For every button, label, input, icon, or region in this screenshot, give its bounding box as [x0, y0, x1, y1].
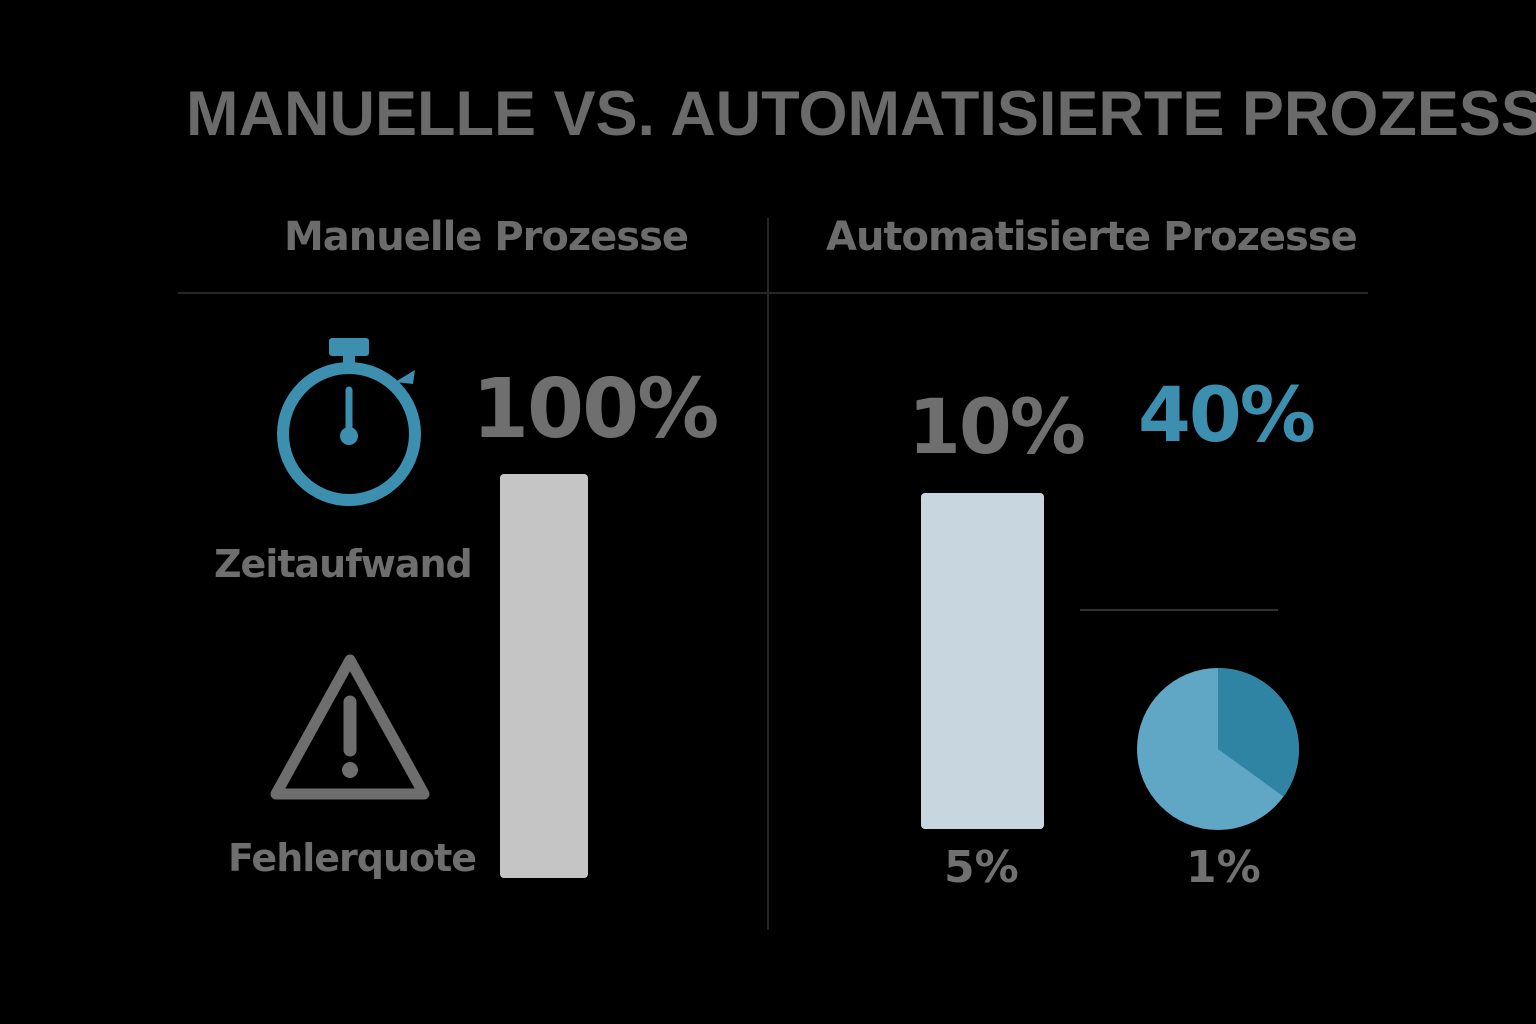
automated-pie-bottom-value: 1% [1186, 842, 1261, 893]
time-effort-label: Zeitaufwand [214, 542, 473, 586]
automated-pie-top-value: 40% [1138, 370, 1316, 459]
automated-pie [1137, 668, 1299, 830]
manual-bar [500, 474, 588, 878]
warning-icon [270, 654, 430, 800]
manual-time-value: 100% [472, 362, 719, 457]
automated-bar [921, 493, 1044, 829]
automated-bar-top-value: 10% [908, 382, 1086, 471]
pie-slice-dark [1218, 668, 1299, 797]
automated-bar-bottom-value: 5% [944, 842, 1019, 893]
stopwatch-icon [277, 338, 421, 506]
automated-section-title: Automatisierte Prozesse [826, 214, 1358, 260]
page-title: MANUELLE VS. AUTOMATISIERTE PROZESSE [186, 79, 1536, 149]
manual-section-title: Manuelle Prozesse [284, 214, 689, 260]
error-rate-label: Fehlerquote [228, 836, 477, 880]
